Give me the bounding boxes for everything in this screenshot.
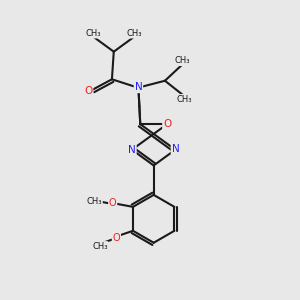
Text: O: O — [163, 119, 171, 129]
Text: O: O — [109, 198, 116, 208]
Text: N: N — [172, 144, 179, 154]
Text: CH₃: CH₃ — [177, 94, 192, 103]
Text: N: N — [135, 82, 142, 92]
Text: CH₃: CH₃ — [92, 242, 108, 251]
Text: CH₃: CH₃ — [87, 197, 102, 206]
Text: N: N — [128, 146, 136, 155]
Text: CH₃: CH₃ — [127, 29, 142, 38]
Text: O: O — [112, 233, 120, 243]
Text: CH₃: CH₃ — [175, 56, 190, 65]
Text: O: O — [84, 86, 92, 96]
Text: CH₃: CH₃ — [85, 29, 100, 38]
